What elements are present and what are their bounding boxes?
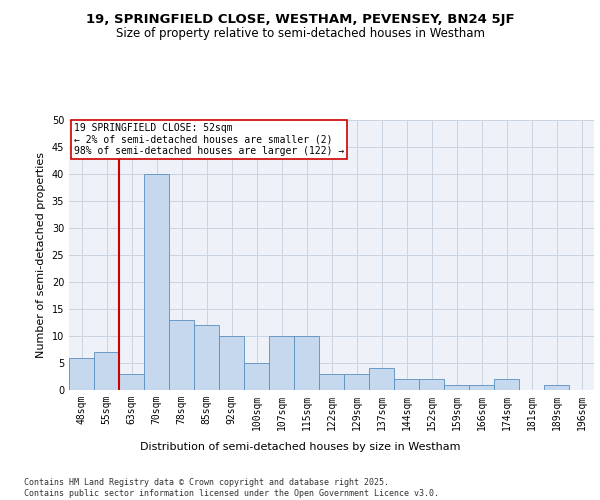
Bar xyxy=(94,352,119,390)
Bar xyxy=(394,379,419,390)
Bar xyxy=(244,363,269,390)
Bar xyxy=(419,379,444,390)
Bar xyxy=(469,384,494,390)
Bar xyxy=(119,374,144,390)
Bar xyxy=(269,336,294,390)
Text: 19 SPRINGFIELD CLOSE: 52sqm
← 2% of semi-detached houses are smaller (2)
98% of : 19 SPRINGFIELD CLOSE: 52sqm ← 2% of semi… xyxy=(74,122,344,156)
Bar xyxy=(294,336,319,390)
Text: Distribution of semi-detached houses by size in Westham: Distribution of semi-detached houses by … xyxy=(140,442,460,452)
Y-axis label: Number of semi-detached properties: Number of semi-detached properties xyxy=(36,152,46,358)
Bar xyxy=(169,320,194,390)
Bar xyxy=(144,174,169,390)
Bar xyxy=(544,384,569,390)
Text: Contains HM Land Registry data © Crown copyright and database right 2025.
Contai: Contains HM Land Registry data © Crown c… xyxy=(24,478,439,498)
Bar xyxy=(219,336,244,390)
Bar xyxy=(344,374,369,390)
Bar xyxy=(494,379,519,390)
Bar xyxy=(369,368,394,390)
Bar xyxy=(194,325,219,390)
Bar xyxy=(69,358,94,390)
Bar xyxy=(444,384,469,390)
Text: 19, SPRINGFIELD CLOSE, WESTHAM, PEVENSEY, BN24 5JF: 19, SPRINGFIELD CLOSE, WESTHAM, PEVENSEY… xyxy=(86,12,514,26)
Text: Size of property relative to semi-detached houses in Westham: Size of property relative to semi-detach… xyxy=(115,28,485,40)
Bar xyxy=(319,374,344,390)
